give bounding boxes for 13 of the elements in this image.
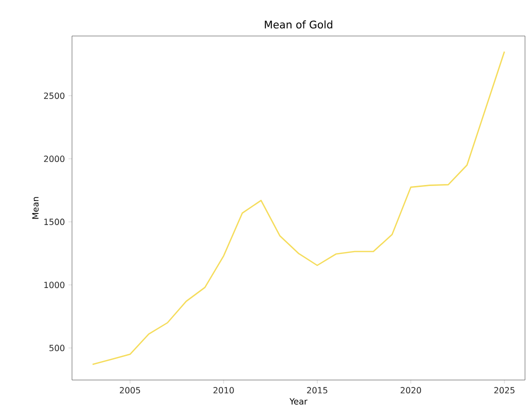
x-axis-title: Year: [290, 398, 308, 405]
y-tick-label: 1500: [44, 218, 64, 226]
x-tick-label: 2020: [400, 387, 422, 394]
y-axis-title: Mean: [32, 197, 39, 219]
y-tick-label: 500: [49, 344, 64, 352]
x-tick-label: 2010: [213, 387, 234, 394]
y-tick-label: 2000: [44, 156, 64, 162]
chart-title: Mean of Gold: [264, 20, 332, 28]
x-tick-label: 2005: [120, 387, 140, 394]
x-tick-label: 2025: [494, 387, 514, 394]
y-tick-label: 1000: [44, 282, 64, 288]
x-tick-label: 2015: [307, 387, 328, 394]
y-tick-label: 2500: [44, 92, 64, 99]
